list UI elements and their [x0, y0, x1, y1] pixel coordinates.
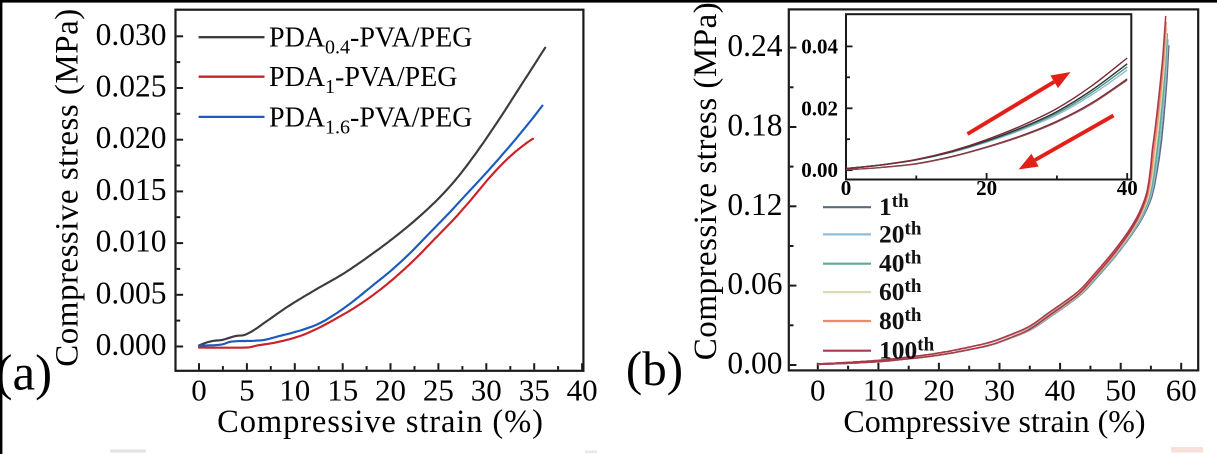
svg-text:10: 10 [279, 373, 310, 408]
svg-text:0.02: 0.02 [801, 96, 838, 120]
svg-text:30: 30 [471, 373, 502, 408]
svg-text:0.00: 0.00 [801, 158, 838, 182]
svg-text:40: 40 [1117, 176, 1138, 200]
svg-text:0.010: 0.010 [96, 224, 167, 259]
svg-text:PDA1-PVA/PEG: PDA1-PVA/PEG [269, 62, 457, 98]
svg-text:80th: 80th [879, 305, 922, 335]
svg-text:Compressive stress (MPa): Compressive stress (MPa) [50, 8, 86, 366]
svg-text:0.005: 0.005 [96, 275, 167, 310]
svg-text:10: 10 [863, 373, 894, 408]
svg-text:PDA0.4-PVA/PEG: PDA0.4-PVA/PEG [269, 23, 472, 59]
svg-text:35: 35 [519, 373, 550, 408]
svg-text:5: 5 [239, 373, 255, 408]
svg-text:0.020: 0.020 [96, 120, 167, 155]
svg-text:60th: 60th [879, 276, 922, 306]
svg-text:30: 30 [984, 373, 1015, 408]
svg-text:Compressive strain (%): Compressive strain (%) [217, 404, 544, 440]
svg-text:0: 0 [810, 373, 826, 408]
svg-text:(b): (b) [626, 341, 683, 396]
svg-text:40: 40 [567, 373, 598, 408]
svg-text:15: 15 [327, 373, 358, 408]
svg-text:40: 40 [1045, 373, 1076, 408]
svg-text:0.025: 0.025 [96, 69, 167, 104]
svg-text:0.12: 0.12 [727, 187, 782, 222]
svg-text:0.015: 0.015 [96, 172, 167, 207]
svg-text:0.00: 0.00 [727, 346, 782, 381]
svg-text:0.18: 0.18 [727, 108, 782, 143]
svg-text:0: 0 [191, 373, 207, 408]
svg-text:20: 20 [375, 373, 406, 408]
svg-text:0.030: 0.030 [96, 17, 167, 52]
svg-text:PDA1.6-PVA/PEG: PDA1.6-PVA/PEG [269, 102, 472, 138]
svg-text:0.000: 0.000 [96, 327, 167, 362]
svg-text:20: 20 [923, 373, 954, 408]
svg-text:0.24: 0.24 [727, 28, 782, 63]
svg-text:(a): (a) [0, 346, 52, 402]
svg-text:25: 25 [423, 373, 454, 408]
svg-text:Compressive stress (MPa): Compressive stress (MPa) [688, 2, 724, 360]
svg-text:Compressive strain (%): Compressive strain (%) [843, 403, 1145, 439]
svg-text:0: 0 [841, 176, 852, 200]
svg-text:0.06: 0.06 [727, 266, 782, 301]
svg-text:20: 20 [976, 176, 997, 200]
svg-text:60: 60 [1166, 373, 1197, 408]
svg-text:20th: 20th [879, 218, 922, 248]
svg-text:50: 50 [1105, 373, 1136, 408]
svg-text:0.04: 0.04 [801, 34, 838, 58]
